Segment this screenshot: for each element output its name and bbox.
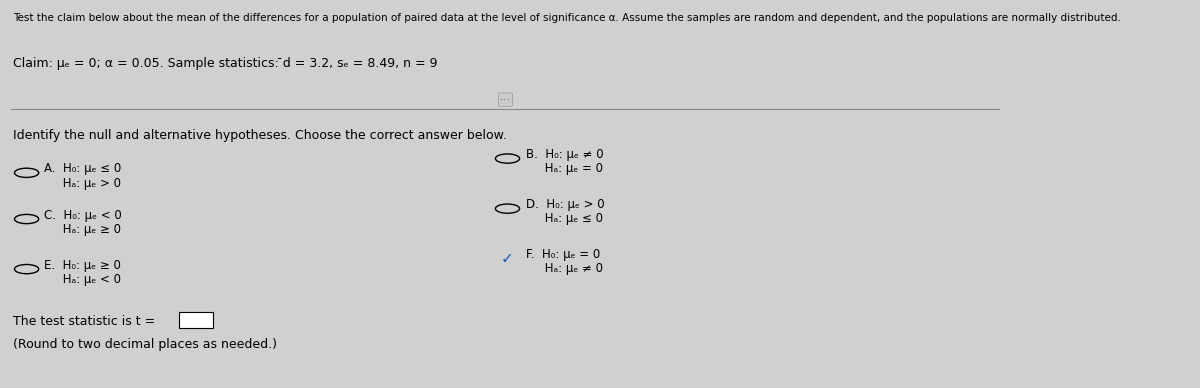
Text: Hₐ: μₑ ≠ 0: Hₐ: μₑ ≠ 0 (526, 262, 602, 275)
Text: The test statistic is t =: The test statistic is t = (13, 315, 160, 328)
FancyBboxPatch shape (179, 312, 214, 328)
Text: Hₐ: μₑ < 0: Hₐ: μₑ < 0 (43, 273, 121, 286)
Text: (Round to two decimal places as needed.): (Round to two decimal places as needed.) (13, 338, 277, 352)
Text: C.  H₀: μₑ < 0: C. H₀: μₑ < 0 (43, 209, 121, 222)
Text: B.  H₀: μₑ ≠ 0: B. H₀: μₑ ≠ 0 (526, 148, 604, 161)
Text: F.  H₀: μₑ = 0: F. H₀: μₑ = 0 (526, 248, 600, 261)
Text: ···: ··· (500, 95, 511, 105)
Text: Claim: μₑ = 0; α = 0.05. Sample statistics: ̄d = 3.2, sₑ = 8.49, n = 9: Claim: μₑ = 0; α = 0.05. Sample statisti… (13, 57, 438, 70)
Text: Hₐ: μₑ ≤ 0: Hₐ: μₑ ≤ 0 (526, 213, 602, 225)
Text: Hₐ: μₑ ≥ 0: Hₐ: μₑ ≥ 0 (43, 223, 121, 236)
Text: A.  H₀: μₑ ≤ 0: A. H₀: μₑ ≤ 0 (43, 163, 121, 175)
Text: Hₐ: μₑ > 0: Hₐ: μₑ > 0 (43, 177, 121, 190)
Text: Identify the null and alternative hypotheses. Choose the correct answer below.: Identify the null and alternative hypoth… (13, 128, 508, 142)
Text: ✓: ✓ (502, 251, 514, 266)
Text: E.  H₀: μₑ ≥ 0: E. H₀: μₑ ≥ 0 (43, 259, 121, 272)
Text: Hₐ: μₑ = 0: Hₐ: μₑ = 0 (526, 163, 602, 175)
Text: Test the claim below about the mean of the differences for a population of paire: Test the claim below about the mean of t… (13, 13, 1121, 23)
Text: D.  H₀: μₑ > 0: D. H₀: μₑ > 0 (526, 198, 605, 211)
